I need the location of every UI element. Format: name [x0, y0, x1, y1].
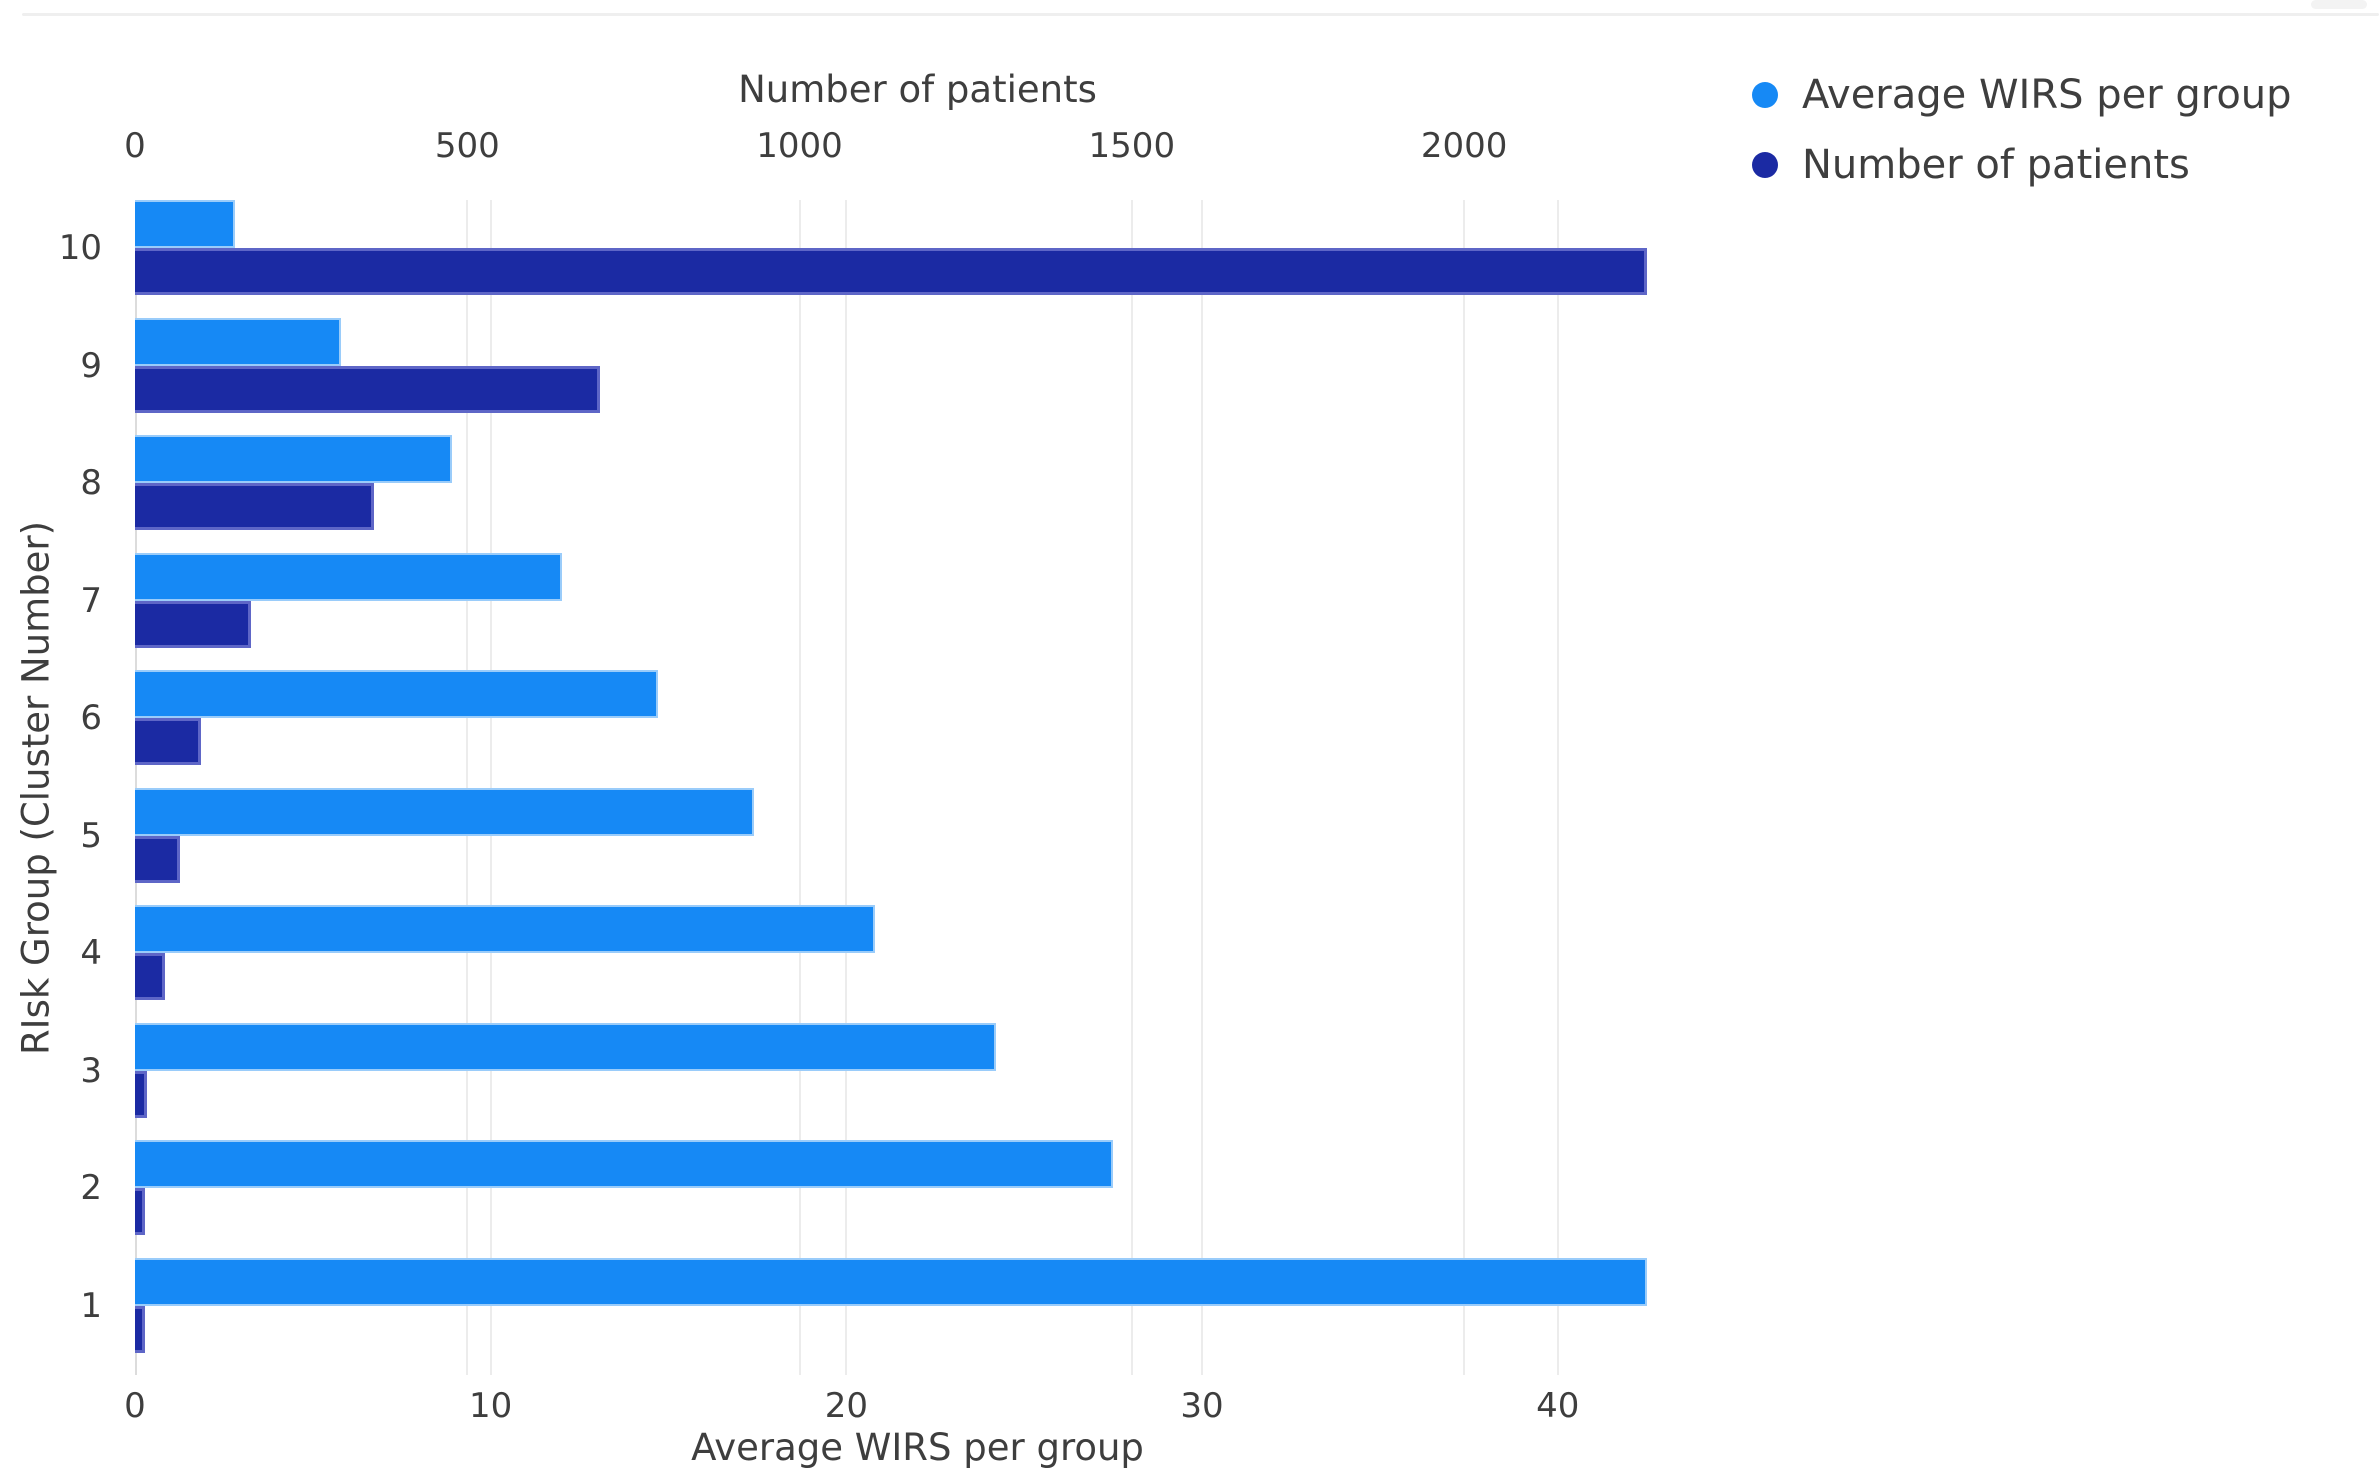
bar-avg-wirs-group-10[interactable]	[135, 200, 235, 248]
bar-num-patients-group-1[interactable]	[135, 1305, 145, 1353]
bottom-axis-tick-label: 20	[824, 1386, 868, 1426]
legend-label: Number of patients	[1802, 142, 2190, 188]
y-tick-label: 1	[80, 1285, 102, 1326]
legend-dot	[1752, 82, 1778, 108]
top-axis-tick-label: 0	[124, 126, 146, 166]
bottom-axis-tick-label: 0	[124, 1386, 146, 1426]
bar-avg-wirs-group-5[interactable]	[135, 787, 754, 836]
bar-avg-wirs-group-1[interactable]	[135, 1257, 1647, 1306]
bar-num-patients-group-2[interactable]	[135, 1188, 145, 1235]
legend: Average WIRS per group Number of patient…	[1752, 72, 2292, 188]
y-tick-label: 10	[58, 228, 102, 268]
gridline	[845, 200, 848, 1375]
top-axis-tick-label: 500	[434, 126, 500, 166]
bar-avg-wirs-group-6[interactable]	[135, 670, 658, 718]
bar-avg-wirs-group-8[interactable]	[135, 435, 452, 483]
bar-avg-wirs-group-7[interactable]	[135, 552, 562, 601]
y-tick-labels: 10 9 8 7 6 5 4 3 2 1	[0, 200, 112, 1375]
bar-num-patients-group-6[interactable]	[135, 718, 202, 765]
bar-avg-wirs-group-4[interactable]	[135, 905, 875, 953]
bar-num-patients-group-9[interactable]	[135, 365, 601, 413]
bar-num-patients-group-7[interactable]	[135, 600, 252, 648]
bar-avg-wirs-group-2[interactable]	[135, 1140, 1114, 1188]
y-tick-label: 7	[80, 580, 102, 621]
legend-item-num-patients[interactable]: Number of patients	[1752, 142, 2292, 188]
y-tick-label: 3	[80, 1050, 102, 1091]
plot-area	[135, 200, 1700, 1375]
y-tick-label: 8	[80, 463, 102, 503]
top-axis-tick-label: 1500	[1088, 126, 1176, 166]
scrollbar-fragment	[2311, 0, 2367, 9]
bar-avg-wirs-group-9[interactable]	[135, 317, 342, 366]
legend-dot	[1752, 152, 1778, 178]
top-axis-tick-label: 2000	[1420, 126, 1508, 166]
legend-label: Average WIRS per group	[1802, 72, 2292, 118]
gridline	[798, 200, 801, 1375]
top-axis-tick-label: 1000	[756, 126, 843, 166]
bottom-axis-tick-label: 40	[1536, 1386, 1580, 1426]
bottom-axis-tick-label: 10	[469, 1386, 513, 1426]
legend-item-avg-wirs[interactable]: Average WIRS per group	[1752, 72, 2292, 118]
gridline	[1463, 200, 1466, 1375]
y-tick-label: 4	[80, 933, 102, 973]
y-tick-label: 2	[80, 1168, 102, 1208]
y-tick-label: 5	[80, 815, 102, 856]
y-tick-label: 9	[80, 345, 102, 386]
bottom-axis-title: Average WIRS per group	[691, 1426, 1144, 1469]
bar-num-patients-group-10[interactable]	[135, 248, 1647, 295]
y-tick-label: 6	[80, 698, 102, 738]
bottom-axis-tick-label: 30	[1180, 1386, 1224, 1426]
bar-num-patients-group-8[interactable]	[135, 483, 375, 530]
gridline	[1201, 200, 1204, 1375]
top-axis-title: Number of patients	[738, 68, 1097, 111]
bar-num-patients-group-5[interactable]	[135, 835, 181, 883]
gridline	[1556, 200, 1559, 1375]
bar-avg-wirs-group-3[interactable]	[135, 1022, 996, 1071]
top-divider	[22, 13, 2379, 16]
bar-num-patients-group-3[interactable]	[135, 1070, 147, 1118]
top-axis-ticks: 0 500 1000 1500 2000	[124, 126, 1700, 170]
bar-num-patients-group-4[interactable]	[135, 953, 165, 1000]
gridline	[1130, 200, 1133, 1375]
bottom-axis-ticks: 0 10 20 30 40	[124, 1386, 1700, 1430]
